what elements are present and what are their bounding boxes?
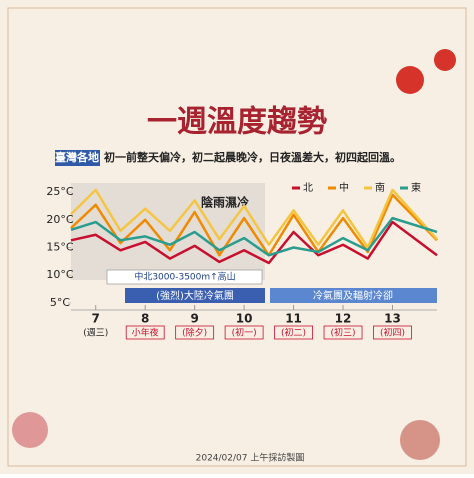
series-line <box>70 193 438 257</box>
blossom <box>12 412 48 448</box>
x-tick-label: 10 <box>236 312 253 326</box>
frame <box>7 7 467 467</box>
y-tick-label: 15°C <box>46 241 73 254</box>
x-tick-note: (初二) <box>281 327 306 339</box>
x-tick-note: (週三) <box>83 328 108 339</box>
series-line <box>70 188 438 249</box>
y-tick-label: 5°C <box>50 296 70 309</box>
x-tick-note: (初三) <box>331 327 356 339</box>
x-tick-label: 9 <box>190 312 198 326</box>
note-box <box>373 325 412 340</box>
annotation: 中北3000-3500m↑高山 <box>134 271 235 283</box>
annotation: 冷氣團及輻射冷卻 <box>313 289 393 302</box>
dragon <box>400 420 440 460</box>
legend-label: 北 <box>303 182 313 194</box>
annotation: (強烈)大陸冷氣團 <box>156 289 234 302</box>
region: 臺灣各地 <box>55 150 99 164</box>
rain-region <box>71 183 265 280</box>
legend-label: 東 <box>411 181 421 194</box>
series-line <box>70 220 438 265</box>
y-tick-label: 25°C <box>46 185 73 198</box>
note-box <box>274 325 313 340</box>
x-tick-note: (初一) <box>232 327 257 339</box>
x-tick-note: 小年夜 <box>132 327 159 339</box>
x-tick-label: 13 <box>384 312 401 326</box>
subtitle: 初一前整天偏冷，初二起晨晚冷，日夜溫差大，初四起回溫。 <box>104 150 401 164</box>
series-line <box>70 216 438 257</box>
band <box>270 288 437 303</box>
x-tick-label: 11 <box>285 312 302 326</box>
lantern <box>434 49 456 71</box>
note-box <box>323 325 363 340</box>
snow-box <box>106 269 263 285</box>
band <box>125 288 265 303</box>
note-box <box>125 325 165 340</box>
lantern <box>396 66 424 94</box>
y-tick-label: 20°C <box>46 213 73 226</box>
y-tick-label: 10°C <box>46 268 73 281</box>
region-box <box>55 150 100 166</box>
x-tick-note: (初四) <box>380 327 405 339</box>
x-tick-label: 7 <box>92 312 100 326</box>
x-tick-label: 8 <box>141 312 149 326</box>
footer: 2024/02/07 上午採訪製圖 <box>196 452 305 464</box>
x-tick-label: 12 <box>335 312 352 326</box>
x-tick-note: (除夕) <box>182 327 207 339</box>
note-box <box>175 325 215 340</box>
legend-label: 中 <box>339 181 349 194</box>
legend-label: 南 <box>375 181 385 194</box>
annotation: 陰雨濕冷 <box>201 195 249 210</box>
title: 一週溫度趨勢 <box>147 105 327 140</box>
note-box <box>224 325 264 340</box>
